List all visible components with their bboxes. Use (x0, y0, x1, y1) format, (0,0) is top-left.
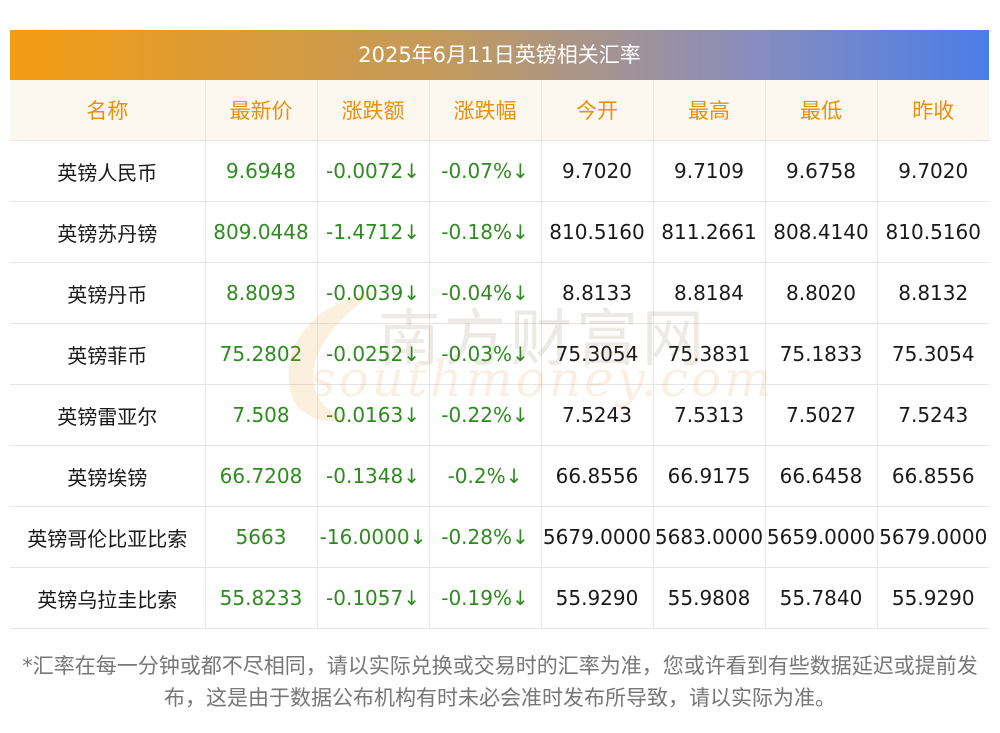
cell-name: 英镑丹币 (10, 262, 206, 324)
cell-latest: 7.508 (205, 384, 318, 446)
cell-change: -0.1057↓ (317, 567, 430, 629)
cell-low: 808.4140 (765, 201, 878, 263)
header-col-high: 最高 (653, 80, 766, 141)
cell-name: 英镑埃镑 (10, 445, 206, 507)
cell-prev-close: 7.5243 (877, 384, 989, 446)
table-title: 2025年6月11日英镑相关汇率 (10, 30, 989, 80)
cell-prev-close: 9.7020 (877, 140, 989, 202)
cell-high: 7.5313 (653, 384, 766, 446)
table-row: 英镑丹币 8.8093 -0.0039↓ -0.04%↓ 8.8133 8.8184 8.8… (10, 262, 989, 324)
cell-change-pct: -0.19%↓ (429, 567, 542, 629)
cell-low: 9.6758 (765, 140, 878, 202)
cell-change: -1.4712↓ (317, 201, 430, 263)
cell-low: 5659.0000 (765, 506, 878, 568)
cell-high: 811.2661 (653, 201, 766, 263)
cell-change-pct: -0.2%↓ (429, 445, 542, 507)
cell-open: 66.8556 (541, 445, 654, 507)
cell-low: 66.6458 (765, 445, 878, 507)
rate-table-frame: 2025年6月11日英镑相关汇率 名称 最新价 涨跌额 涨跌幅 今开 最高 最低 昨收 英镑人… (10, 30, 989, 629)
cell-prev-close: 8.8132 (877, 262, 989, 324)
cell-high: 55.9808 (653, 567, 766, 629)
cell-latest: 5663 (205, 506, 318, 568)
table-row: 英镑乌拉圭比索 55.8233 -0.1057↓ -0.19%↓ 55.9290 55.9… (10, 567, 989, 629)
cell-latest: 8.8093 (205, 262, 318, 324)
cell-name: 英镑苏丹镑 (10, 201, 206, 263)
cell-change: -0.0163↓ (317, 384, 430, 446)
cell-high: 5683.0000 (653, 506, 766, 568)
cell-open: 810.5160 (541, 201, 654, 263)
cell-low: 8.8020 (765, 262, 878, 324)
cell-change-pct: -0.22%↓ (429, 384, 542, 446)
cell-change: -0.0072↓ (317, 140, 430, 202)
header-col-prev-close: 昨收 (877, 80, 989, 141)
cell-latest: 809.0448 (205, 201, 318, 263)
cell-latest: 55.8233 (205, 567, 318, 629)
cell-latest: 75.2802 (205, 323, 318, 385)
cell-name: 英镑人民币 (10, 140, 206, 202)
cell-open: 8.8133 (541, 262, 654, 324)
cell-name: 英镑菲币 (10, 323, 206, 385)
cell-low: 55.7840 (765, 567, 878, 629)
cell-change: -0.0252↓ (317, 323, 430, 385)
cell-low: 7.5027 (765, 384, 878, 446)
cell-prev-close: 5679.0000 (877, 506, 989, 568)
cell-change-pct: -0.18%↓ (429, 201, 542, 263)
header-col-change-pct: 涨跌幅 (429, 80, 542, 141)
table-header-row: 名称 最新价 涨跌额 涨跌幅 今开 最高 最低 昨收 (10, 80, 989, 141)
table-row: 英镑雷亚尔 7.508 -0.0163↓ -0.22%↓ 7.5243 7.5313 7.5… (10, 384, 989, 446)
header-col-low: 最低 (765, 80, 878, 141)
table-body: 英镑人民币 9.6948 -0.0072↓ -0.07%↓ 9.7020 9.7109 9.… (10, 140, 989, 629)
table-row: 英镑埃镑 66.7208 -0.1348↓ -0.2%↓ 66.8556 66.9175 6… (10, 445, 989, 507)
cell-high: 9.7109 (653, 140, 766, 202)
header-col-open: 今开 (541, 80, 654, 141)
exchange-rate-table: 名称 最新价 涨跌额 涨跌幅 今开 最高 最低 昨收 英镑人民币 9.6948 -0.0072↓ -… (10, 80, 989, 629)
cell-open: 7.5243 (541, 384, 654, 446)
table-row: 英镑苏丹镑 809.0448 -1.4712↓ -0.18%↓ 810.5160 811.… (10, 201, 989, 263)
cell-change: -16.0000↓ (317, 506, 430, 568)
cell-name: 英镑哥伦比亚比索 (10, 506, 206, 568)
cell-open: 5679.0000 (541, 506, 654, 568)
cell-change-pct: -0.04%↓ (429, 262, 542, 324)
cell-high: 8.8184 (653, 262, 766, 324)
cell-prev-close: 810.5160 (877, 201, 989, 263)
cell-prev-close: 55.9290 (877, 567, 989, 629)
cell-name: 英镑雷亚尔 (10, 384, 206, 446)
cell-latest: 66.7208 (205, 445, 318, 507)
cell-latest: 9.6948 (205, 140, 318, 202)
cell-change-pct: -0.07%↓ (429, 140, 542, 202)
table-row: 英镑人民币 9.6948 -0.0072↓ -0.07%↓ 9.7020 9.7109 9.… (10, 140, 989, 202)
cell-change-pct: -0.03%↓ (429, 323, 542, 385)
header-col-latest: 最新价 (205, 80, 318, 141)
cell-prev-close: 75.3054 (877, 323, 989, 385)
header-col-change: 涨跌额 (317, 80, 430, 141)
cell-open: 55.9290 (541, 567, 654, 629)
cell-change: -0.1348↓ (317, 445, 430, 507)
footer-note: *汇率在每一分钟或都不尽相同，请以实际兑换或交易时的汇率为准，您或许看到有些数据… (22, 654, 978, 710)
cell-change-pct: -0.28%↓ (429, 506, 542, 568)
cell-low: 75.1833 (765, 323, 878, 385)
header-col-name: 名称 (10, 80, 206, 141)
cell-prev-close: 66.8556 (877, 445, 989, 507)
cell-open: 9.7020 (541, 140, 654, 202)
cell-open: 75.3054 (541, 323, 654, 385)
cell-high: 66.9175 (653, 445, 766, 507)
cell-change: -0.0039↓ (317, 262, 430, 324)
cell-high: 75.3831 (653, 323, 766, 385)
table-row: 英镑菲币 75.2802 -0.0252↓ -0.03%↓ 75.3054 75.3831… (10, 323, 989, 385)
table-row: 英镑哥伦比亚比索 5663 -16.0000↓ -0.28%↓ 5679.0000 568… (10, 506, 989, 568)
cell-name: 英镑乌拉圭比索 (10, 567, 206, 629)
